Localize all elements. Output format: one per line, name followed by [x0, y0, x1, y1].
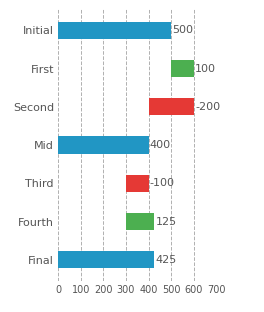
Text: 125: 125: [155, 217, 177, 227]
Text: 400: 400: [150, 140, 171, 150]
Text: 425: 425: [155, 255, 177, 265]
Bar: [126, 213, 154, 230]
Bar: [58, 22, 171, 39]
Text: -200: -200: [195, 102, 220, 112]
Text: -100: -100: [150, 178, 175, 188]
Bar: [126, 175, 149, 192]
Bar: [58, 251, 154, 268]
Bar: [149, 98, 194, 115]
Bar: [171, 60, 194, 77]
Bar: [58, 136, 149, 154]
Text: 100: 100: [195, 64, 216, 74]
Text: 500: 500: [172, 25, 193, 35]
